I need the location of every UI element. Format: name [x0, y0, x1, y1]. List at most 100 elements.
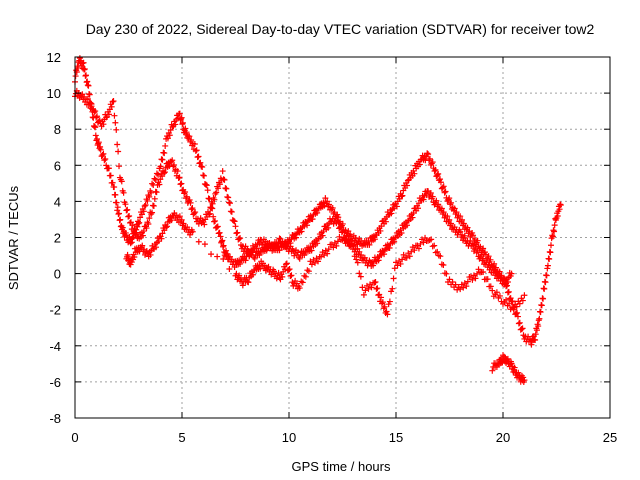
- data-point: [411, 170, 418, 177]
- data-point: [144, 197, 151, 204]
- data-point: [76, 55, 83, 62]
- data-point: [150, 202, 157, 209]
- data-point: [440, 261, 447, 268]
- data-point: [393, 259, 399, 266]
- data-point: [204, 187, 211, 194]
- data-point: [536, 315, 543, 322]
- data-point: [443, 270, 450, 277]
- data-point: [199, 164, 206, 171]
- data-point: [236, 235, 243, 242]
- data-point: [159, 230, 166, 237]
- data-point: [489, 263, 496, 270]
- data-point: [296, 255, 303, 262]
- data-point: [342, 227, 349, 234]
- data-point: [84, 95, 91, 102]
- ticks-layer: 0 5 10 15 20 25 -8 -6 -4 -2 0 2 4 6 8 10 12: [47, 50, 618, 445]
- data-point: [116, 210, 123, 217]
- x-tick-label: 15: [389, 430, 403, 445]
- data-point: [114, 207, 121, 214]
- data-point: [116, 217, 123, 224]
- data-point: [282, 238, 289, 245]
- data-point: [326, 201, 333, 208]
- data-point: [551, 228, 558, 235]
- x-tick-label: 10: [282, 430, 296, 445]
- data-point: [237, 235, 244, 242]
- data-point: [177, 181, 184, 188]
- data-point: [396, 257, 403, 264]
- data-point: [175, 174, 182, 181]
- data-point: [148, 189, 155, 196]
- data-point: [505, 288, 512, 295]
- data-point: [339, 228, 346, 235]
- data-point: [249, 271, 256, 278]
- data-point: [109, 98, 116, 105]
- data-point: [535, 317, 542, 324]
- data-point: [200, 172, 207, 179]
- y-tick-label: -4: [49, 339, 61, 354]
- data-point: [519, 297, 526, 304]
- marks-layer: [72, 55, 564, 386]
- data-point: [216, 229, 223, 236]
- data-point: [415, 245, 422, 252]
- data-point: [417, 197, 424, 204]
- data-point: [514, 313, 521, 320]
- data-point: [362, 287, 369, 294]
- y-tick-label: -8: [49, 411, 61, 426]
- data-point: [129, 222, 136, 229]
- data-point: [111, 184, 118, 191]
- data-point: [330, 220, 337, 227]
- data-point: [72, 73, 79, 80]
- data-point: [336, 233, 343, 240]
- data-point: [198, 163, 205, 170]
- data-point: [179, 121, 186, 128]
- data-point: [324, 250, 331, 257]
- data-point: [99, 151, 106, 158]
- data-point: [109, 179, 116, 186]
- data-point: [491, 266, 498, 273]
- data-point: [140, 208, 147, 215]
- data-point: [489, 367, 496, 374]
- data-point: [331, 239, 338, 246]
- data-point: [92, 132, 99, 139]
- data-point: [162, 142, 169, 149]
- data-point: [480, 269, 487, 276]
- data-point: [239, 282, 246, 289]
- data-point: [222, 185, 229, 192]
- data-point: [206, 210, 213, 217]
- data-point: [409, 244, 416, 251]
- data-point: [161, 150, 168, 157]
- data-point: [307, 212, 314, 219]
- y-tick-label: -6: [49, 375, 61, 390]
- data-point: [532, 331, 539, 338]
- data-point: [334, 238, 341, 245]
- data-point: [237, 260, 244, 267]
- data-point: [551, 222, 558, 229]
- data-point: [304, 222, 311, 229]
- data-point: [464, 278, 471, 285]
- data-point: [389, 285, 396, 292]
- data-point: [409, 214, 416, 221]
- data-point: [338, 229, 345, 236]
- data-point: [263, 247, 270, 254]
- data-point: [195, 238, 202, 245]
- data-point: [417, 240, 424, 247]
- data-point: [446, 216, 453, 223]
- data-point: [496, 292, 503, 299]
- data-point: [337, 223, 344, 229]
- data-point: [151, 175, 158, 182]
- data-point: [282, 261, 289, 268]
- data-point: [377, 227, 384, 234]
- data-point: [123, 207, 130, 214]
- data-point: [93, 114, 100, 121]
- data-point: [251, 255, 258, 262]
- data-point: [461, 280, 468, 287]
- data-point: [448, 220, 455, 227]
- data-point: [356, 270, 363, 277]
- data-point: [371, 279, 378, 286]
- data-point: [161, 169, 168, 176]
- data-point: [478, 251, 485, 258]
- data-point: [214, 223, 221, 230]
- data-point: [510, 306, 517, 313]
- data-point: [115, 148, 122, 155]
- data-point: [139, 232, 146, 239]
